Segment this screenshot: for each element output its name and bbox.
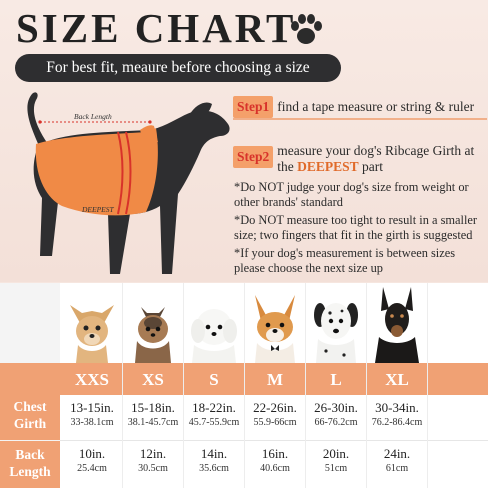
chest-cm: 33-38.1cm: [70, 417, 114, 428]
size-xxs: XXS: [74, 370, 109, 389]
note-3: *If your dog's measurement is between si…: [234, 246, 456, 275]
paw-icon: [291, 14, 322, 44]
chest-cm: 38.1-45.7cm: [127, 417, 179, 428]
back-in: 24in.: [383, 446, 411, 461]
step-2: Step2 measure your dog's Ribcage Girth a…: [233, 143, 487, 175]
size-m: M: [266, 370, 284, 389]
chest-cell-xxs: 13-15in. 33-38.1cm: [62, 400, 122, 430]
step-2-text-main: measure your dog's Ribcage Girth at the: [277, 143, 475, 174]
row-label-chest-girth: Chest Girth: [0, 395, 60, 440]
chest-in: 18-22in.: [192, 400, 236, 415]
chest-in: 30-34in.: [375, 400, 419, 415]
back-in: 16in.: [261, 446, 289, 461]
step-2-highlight: DEEPEST: [297, 159, 359, 174]
back-cell-xxs: 10in. 25.4cm: [62, 446, 122, 476]
chest-cm: 66-76.2cm: [314, 417, 358, 428]
chest-cell-m: 22-26in. 55.9-66cm: [245, 400, 305, 430]
back-length-label: Back Length: [74, 112, 112, 121]
deepest-label: DEEPEST: [82, 205, 114, 214]
back-cell-s: 14in. 35.6cm: [184, 446, 244, 476]
size-xl: XL: [385, 370, 409, 389]
size-s: S: [209, 370, 219, 389]
column-divider: [244, 283, 245, 488]
chest-in: 22-26in.: [253, 400, 297, 415]
column-divider: [122, 283, 123, 488]
back-cm: 35.6cm: [199, 463, 229, 474]
chest-cm: 45.7-55.9cm: [188, 417, 240, 428]
chest-cm: 55.9-66cm: [253, 417, 297, 428]
dog-photo-dalmatian: [314, 303, 358, 363]
step-1-underline: [233, 118, 487, 120]
step-2-text: measure your dog's Ribcage Girth at the …: [273, 143, 487, 175]
dog-photo-yorkie: [135, 307, 171, 363]
chest-in: 13-15in.: [70, 400, 114, 415]
chest-cell-s: 18-22in. 45.7-55.9cm: [184, 400, 244, 430]
step-2-text-tail: part: [358, 159, 384, 174]
back-in: 12in.: [139, 446, 167, 461]
dog-photo-doberman: [375, 287, 419, 363]
chest-cell-xl: 30-34in. 76.2-86.4cm: [367, 400, 427, 430]
page-title: SIZE CHART: [16, 5, 297, 51]
dog-photo-chihuahua: [70, 305, 114, 363]
back-cell-l: 20in. 51cm: [306, 446, 366, 476]
back-cell-xl: 24in. 61cm: [367, 446, 427, 476]
row-divider: [60, 440, 488, 441]
chest-cell-l: 26-30in. 66-76.2cm: [306, 400, 366, 430]
size-l: L: [330, 370, 342, 389]
note-1: *Do NOT judge your dog's size from weigh…: [234, 180, 469, 209]
column-divider: [366, 283, 367, 488]
column-divider: [427, 283, 428, 488]
back-in: 10in.: [78, 446, 106, 461]
chest-in: 26-30in.: [314, 400, 358, 415]
step-1: Step1 find a tape measure or string & ru…: [233, 96, 487, 120]
size-xs: XS: [142, 370, 164, 389]
row-label-back-length: Back Length: [0, 441, 60, 488]
back-in: 20in.: [322, 446, 350, 461]
back-cm: 25.4cm: [77, 463, 107, 474]
dog-photo-maltese: [191, 309, 237, 363]
dog-measurement-illustration: [27, 92, 230, 274]
back-cm: 40.6cm: [260, 463, 290, 474]
back-in: 14in.: [200, 446, 228, 461]
chest-cm: 76.2-86.4cm: [371, 417, 423, 428]
back-cm: 30.5cm: [138, 463, 168, 474]
back-cell-m: 16in. 40.6cm: [245, 446, 305, 476]
step-2-badge: Step2: [233, 146, 274, 168]
chest-cell-xs: 15-18in. 38.1-45.7cm: [123, 400, 183, 430]
step-1-text: find a tape measure or string & ruler: [277, 99, 475, 114]
step-1-badge: Step1: [233, 96, 274, 118]
dog-photo-corgi: [255, 295, 295, 363]
size-table: XXS XS S M L XL Chest Girth Back Length …: [0, 283, 488, 488]
back-cell-xs: 12in. 30.5cm: [123, 446, 183, 476]
column-divider: [305, 283, 306, 488]
back-cm: 61cm: [385, 463, 409, 474]
note-2: *Do NOT measure too tight to result in a…: [234, 213, 478, 242]
chest-in: 15-18in.: [131, 400, 175, 415]
subtitle-bar: For best fit, meaure before choosing a s…: [15, 54, 341, 82]
column-divider: [183, 283, 184, 488]
back-cm: 51cm: [324, 463, 348, 474]
